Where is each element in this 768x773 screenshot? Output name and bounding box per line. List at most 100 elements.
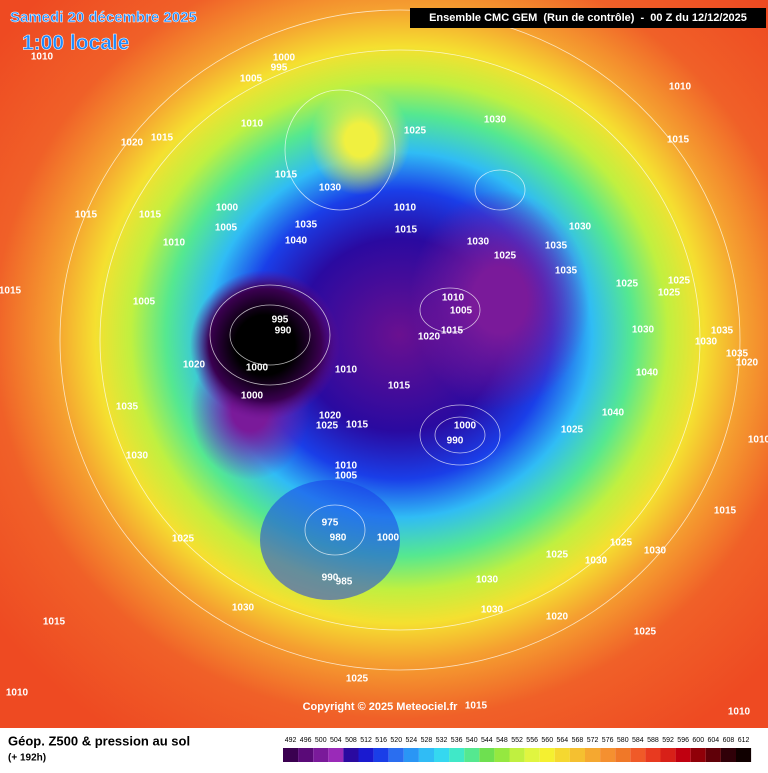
colorbar-swatch [464, 748, 480, 762]
isobar-label: 1035 [545, 241, 568, 252]
isobar-label: 1015 [43, 617, 66, 628]
isobar-label: 1010 [163, 238, 186, 249]
isobar-label: 1000 [241, 391, 264, 402]
colorbar-swatch [358, 748, 374, 762]
colorbar-swatch [585, 748, 601, 762]
copyright: Copyright © 2025 Meteociel.fr [303, 701, 459, 713]
map-background [0, 0, 768, 728]
isobar-label: 1030 [644, 546, 667, 557]
isobar-label: 1040 [602, 408, 625, 419]
colorbar-swatch [509, 748, 525, 762]
colorbar-label: 552 [511, 737, 523, 744]
isobar-label: 1035 [711, 326, 734, 337]
isobar-label: 1000 [377, 533, 400, 544]
colorbar-swatch [720, 748, 736, 762]
colorbar-swatch [705, 748, 721, 762]
colorbar-label: 568 [572, 737, 584, 744]
run-info: Ensemble CMC GEM (Run de contrôle) - 00 … [429, 12, 747, 24]
colorbar-label: 524 [406, 737, 418, 744]
isobar-label: 1005 [215, 223, 238, 234]
isobar-label: 1015 [75, 210, 98, 221]
colorbar-label: 528 [421, 737, 433, 744]
isobar-label: 1025 [668, 276, 691, 287]
isobar-label: 1005 [450, 306, 473, 317]
colorbar-label: 596 [677, 737, 689, 744]
colorbar-swatch [569, 748, 585, 762]
colorbar-label: 584 [632, 737, 644, 744]
footer-lead: (+ 192h) [8, 753, 46, 764]
colorbar-swatch [494, 748, 510, 762]
colorbar-swatch [373, 748, 389, 762]
isobar-label: 1030 [476, 575, 499, 586]
isobar-label: 1025 [546, 550, 569, 561]
isobar-label: 1005 [240, 74, 263, 85]
isobar-label: 1035 [555, 266, 578, 277]
isobar-label: 1020 [121, 138, 144, 149]
isobar-label: 1025 [616, 279, 639, 290]
colorbar-swatch [645, 748, 661, 762]
colorbar-swatch [615, 748, 631, 762]
isobar-label: 1015 [388, 381, 411, 392]
colorbar-label: 588 [647, 737, 659, 744]
isobar-label: 1040 [285, 236, 308, 247]
isobar-label: 1010 [394, 203, 417, 214]
isobar-label: 1000 [273, 53, 296, 64]
isobar-label: 1030 [481, 605, 504, 616]
colorbar-swatch [403, 748, 419, 762]
footer-title: Géop. Z500 & pression au sol [8, 733, 190, 748]
colorbar-swatch [328, 748, 344, 762]
isobar-label: 1015 [667, 135, 690, 146]
isobar-label: 1035 [295, 220, 318, 231]
local-time: 1:00 locale [22, 32, 129, 55]
colorbar-label: 512 [360, 737, 372, 744]
isobar-label: 1005 [335, 471, 358, 482]
colorbar-label: 576 [602, 737, 614, 744]
isobar-label: 1020 [418, 332, 441, 343]
colorbar-label: 508 [345, 737, 357, 744]
colorbar-label: 608 [723, 737, 735, 744]
isobar-label: 1010 [335, 365, 358, 376]
colorbar-label: 492 [285, 737, 297, 744]
isobar-label: 1025 [346, 674, 369, 685]
isobar-label: 1015 [346, 420, 369, 431]
colorbar-label: 612 [738, 737, 750, 744]
isobar-label: 1010 [669, 82, 692, 93]
isobar-label: 1025 [634, 627, 657, 638]
isobar-label: 1020 [736, 358, 759, 369]
colorbar-swatch [690, 748, 706, 762]
colorbar-swatch [283, 748, 299, 762]
isobar-label: 975 [322, 518, 339, 529]
isobar-label: 1010 [728, 707, 751, 718]
isobar-label: 1020 [183, 360, 206, 371]
colorbar-swatch [554, 748, 570, 762]
isobar-label: 1010 [748, 435, 768, 446]
colorbar-swatch [298, 748, 314, 762]
colorbar-label: 532 [436, 737, 448, 744]
isobar-label: 1015 [395, 225, 418, 236]
colorbar-swatch [343, 748, 359, 762]
isobar-label: 1025 [658, 288, 681, 299]
colorbar-swatch [524, 748, 540, 762]
isobar-label: 1015 [441, 326, 464, 337]
colorbar-swatch [479, 748, 495, 762]
isobar-label: 1035 [116, 402, 139, 413]
colorbar-label: 536 [451, 737, 463, 744]
isobar-label: 1030 [695, 337, 718, 348]
isobar-label: 1015 [0, 286, 22, 297]
colorbar-label: 604 [708, 737, 720, 744]
isobar-label: 1035 [726, 349, 749, 360]
isobar-label: 1020 [319, 411, 342, 422]
isobar-label: 1010 [442, 293, 465, 304]
colorbar-label: 580 [617, 737, 629, 744]
isobar-label: 990 [447, 436, 464, 447]
colorbar-label: 516 [375, 737, 387, 744]
isobar-label: 1015 [139, 210, 162, 221]
colorbar-swatch [660, 748, 676, 762]
isobar-label: 1010 [241, 119, 264, 130]
isobar-label: 1025 [610, 538, 633, 549]
isobar-label: 1030 [632, 325, 655, 336]
colorbar-swatch [630, 748, 646, 762]
colorbar-swatch [736, 748, 752, 762]
